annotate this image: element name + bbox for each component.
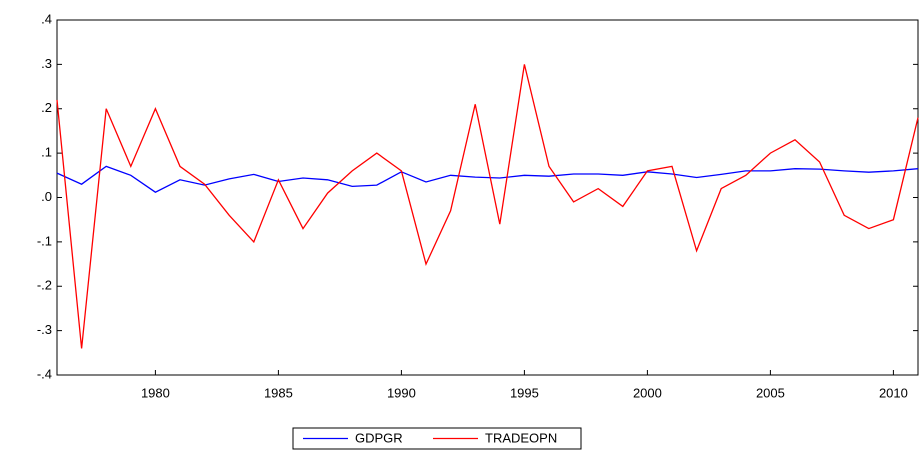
x-tick-label: 1980 bbox=[141, 385, 170, 400]
x-tick-label: 2005 bbox=[756, 385, 785, 400]
y-tick-label: -.1 bbox=[37, 233, 52, 248]
y-tick-label: .1 bbox=[41, 145, 52, 160]
y-tick-label: .2 bbox=[41, 100, 52, 115]
legend-box bbox=[292, 427, 582, 450]
x-tick-label: 1985 bbox=[264, 385, 293, 400]
series-line bbox=[56, 64, 919, 349]
legend-label: TRADEOPN bbox=[485, 430, 557, 445]
y-tick-label: -.2 bbox=[37, 278, 52, 293]
x-tick-label: 1995 bbox=[510, 385, 539, 400]
plot-frame bbox=[56, 19, 919, 376]
x-tick-label: 2010 bbox=[879, 385, 908, 400]
x-tick-label: 2000 bbox=[633, 385, 662, 400]
y-tick-label: -.3 bbox=[37, 322, 52, 337]
y-tick-label: .3 bbox=[41, 56, 52, 71]
x-tick-label: 1990 bbox=[387, 385, 416, 400]
y-tick-label: .0 bbox=[41, 189, 52, 204]
y-tick-label: -.4 bbox=[37, 366, 52, 381]
legend-label: GDPGR bbox=[355, 430, 403, 445]
series-line bbox=[56, 165, 919, 193]
y-tick-label: .4 bbox=[41, 11, 52, 26]
